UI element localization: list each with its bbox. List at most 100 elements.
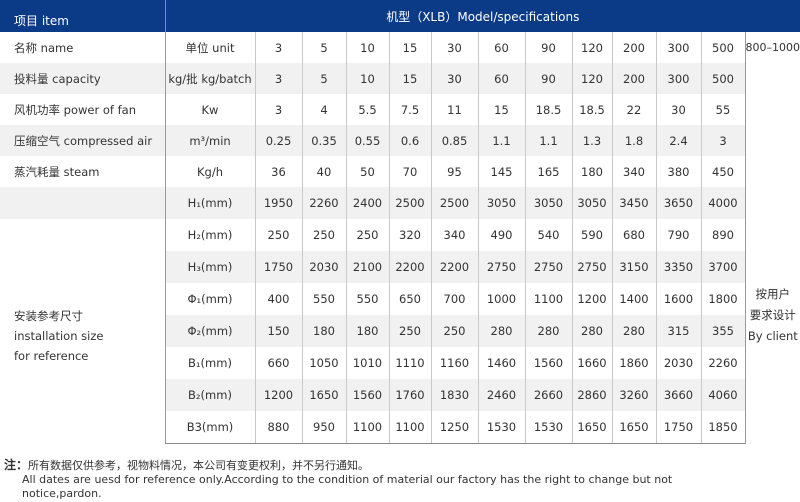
- cell-value: 250: [301, 219, 346, 251]
- by-client-line: By client: [747, 328, 798, 343]
- cell-value: 355: [700, 315, 745, 347]
- cell-value: 590: [571, 219, 612, 251]
- table-row: B₂(mm) 1200 1650 1560 1760 1830 2460 2660 2860 32…: [0, 379, 800, 411]
- row-label: 压缩空气 compressed air: [0, 125, 165, 156]
- cell-value: 3450: [611, 187, 656, 219]
- cell-value: 3: [254, 32, 302, 63]
- cell-value: 250: [388, 315, 431, 347]
- cell-value: 2030: [655, 347, 701, 379]
- cell-value: 790: [655, 219, 701, 251]
- row-unit: Φ₂(mm): [164, 315, 255, 347]
- cell-value: 1650: [301, 379, 346, 411]
- row-unit: 单位 unit: [164, 32, 255, 63]
- by-client-line: 按用户: [755, 286, 791, 301]
- cell-value: 1750: [254, 251, 302, 283]
- cell-value: 550: [301, 283, 346, 315]
- cell-value: 180: [301, 315, 346, 347]
- cell-value: 340: [430, 219, 478, 251]
- note-cn: 所有数据仅供参考，视物料情况，本公司有变更权利，并不另行通知。: [28, 459, 370, 472]
- cell-value: 660: [254, 347, 302, 379]
- row-unit: H₃(mm): [164, 251, 255, 283]
- cell-value: 1650: [611, 411, 656, 444]
- cell-value: 1850: [700, 411, 745, 444]
- cell-value: 250: [254, 219, 302, 251]
- cell-value: 10: [345, 63, 389, 94]
- spec-table: 项目 item 机型（XLB）Model/specifications 名称 n…: [0, 0, 800, 444]
- cell-value: 280: [571, 315, 612, 347]
- row-label: 投料量 capacity: [0, 63, 165, 94]
- cell-value: 3: [254, 63, 302, 94]
- cell-value: 1650: [571, 411, 612, 444]
- cell-value: 1560: [345, 379, 389, 411]
- cell-value: 1100: [524, 283, 572, 315]
- cell-value: 3: [700, 125, 745, 156]
- cell-value: 1560: [524, 347, 572, 379]
- row-unit: m³/min: [164, 125, 255, 156]
- cell-value: 55: [700, 94, 745, 125]
- cell-value: 3: [254, 94, 302, 125]
- row-unit: B₁(mm): [164, 347, 255, 379]
- cell-value: 180: [345, 315, 389, 347]
- cell-value: 2750: [477, 251, 525, 283]
- header-model: 机型（XLB）Model/specifications: [165, 0, 800, 32]
- cell-value: 4000: [700, 187, 745, 219]
- cell-value: 0.25: [254, 125, 302, 156]
- cell-value: 3650: [655, 187, 701, 219]
- cell-value: 540: [524, 219, 572, 251]
- cell-value: 1800: [700, 283, 745, 315]
- cell-value: 1100: [345, 411, 389, 444]
- cell-value: 90: [524, 32, 572, 63]
- cell-value: 1.1: [524, 125, 572, 156]
- cell-value: 1860: [611, 347, 656, 379]
- cell-value: 36: [254, 156, 302, 187]
- cell-value: 300: [655, 63, 701, 94]
- cell-value: 1660: [571, 347, 612, 379]
- cell-value: 1.1: [477, 125, 525, 156]
- cell-value: 315: [655, 315, 701, 347]
- note-en-1: All dates are uesd for reference only.Ac…: [22, 473, 673, 486]
- cell-value: 7.5: [388, 94, 431, 125]
- cell-value: 2660: [524, 379, 572, 411]
- cell-value: 320: [388, 219, 431, 251]
- table-row: Φ₂(mm) 150 180 180 250 250 280 280 280 280 315 355: [0, 315, 800, 347]
- cell-value: 2860: [571, 379, 612, 411]
- row-label: 蒸汽耗量 steam: [14, 164, 100, 179]
- cell-value: 1600: [655, 283, 701, 315]
- table-row: Φ₁(mm) 400 550 550 650 700 1000 1100 1200 1400 160…: [0, 283, 800, 315]
- cell-value: 2750: [524, 251, 572, 283]
- cell-value: 1530: [524, 411, 572, 444]
- row-unit: H₁(mm): [164, 187, 255, 219]
- row-unit: kg/批 kg/batch: [164, 63, 255, 94]
- cell-value: 1050: [301, 347, 346, 379]
- cell-value: 1.8: [611, 125, 656, 156]
- table-row: 安装参考尺寸 installation size for reference H₂(m…: [0, 219, 800, 443]
- table-row: 风机功率 power of fan Kw 3 4 5.5 7.5 11 15 18.5 18.5 2…: [0, 94, 800, 125]
- cell-value: 1.3: [571, 125, 612, 156]
- row-label: 风机功率 power of fan: [14, 102, 136, 117]
- cell-value: 30: [430, 32, 478, 63]
- cell-value: 2200: [430, 251, 478, 283]
- cell-value: 180: [571, 156, 612, 187]
- cell-value: 2500: [430, 187, 478, 219]
- cell-value: 10: [345, 32, 389, 63]
- cell-value: 1760: [388, 379, 431, 411]
- cell-value: 2400: [345, 187, 389, 219]
- row-unit: Kg/h: [164, 156, 255, 187]
- row-unit: B3(mm): [164, 411, 255, 444]
- cell-value: 4: [301, 94, 346, 125]
- cell-value: 30: [430, 63, 478, 94]
- table-row: H₃(mm) 1750 2030 2100 2200 2200 2750 2750 2750 31…: [0, 251, 800, 283]
- cell-value: 550: [345, 283, 389, 315]
- installation-label: 安装参考尺寸 installation size for reference: [0, 219, 165, 443]
- cell-value: 500: [700, 32, 745, 63]
- cell-value: 50: [345, 156, 389, 187]
- cell-value: 60: [477, 63, 525, 94]
- cell-value: 22: [611, 94, 656, 125]
- cell-value: 1530: [477, 411, 525, 444]
- cell-value: 120: [571, 32, 612, 63]
- cell-value: 3700: [700, 251, 745, 283]
- installation-label-line: installation size: [14, 329, 104, 343]
- cell-value: 2500: [388, 187, 431, 219]
- cell-value: 3050: [477, 187, 525, 219]
- cell-value: 3260: [611, 379, 656, 411]
